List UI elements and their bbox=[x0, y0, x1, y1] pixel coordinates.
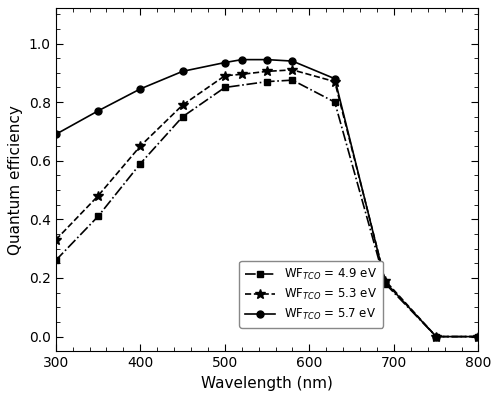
X-axis label: Wavelength (nm): Wavelength (nm) bbox=[201, 376, 333, 391]
WF$_{TCO}$ = 5.7 eV bbox=[382, 280, 388, 285]
WF$_{TCO}$ = 4.9 eV bbox=[476, 334, 482, 339]
WF$_{TCO}$ = 4.9 eV bbox=[53, 258, 59, 263]
WF$_{TCO}$ = 4.9 eV bbox=[138, 161, 143, 166]
WF$_{TCO}$ = 4.9 eV bbox=[433, 334, 439, 339]
Legend: WF$_{TCO}$ = 4.9 eV, WF$_{TCO}$ = 5.3 eV, WF$_{TCO}$ = 5.7 eV: WF$_{TCO}$ = 4.9 eV, WF$_{TCO}$ = 5.3 eV… bbox=[239, 261, 383, 328]
WF$_{TCO}$ = 5.3 eV bbox=[222, 73, 228, 78]
WF$_{TCO}$ = 5.3 eV bbox=[264, 69, 270, 74]
WF$_{TCO}$ = 5.3 eV bbox=[382, 279, 388, 283]
Line: WF$_{TCO}$ = 4.9 eV: WF$_{TCO}$ = 4.9 eV bbox=[52, 77, 482, 340]
WF$_{TCO}$ = 4.9 eV bbox=[382, 281, 388, 286]
WF$_{TCO}$ = 5.7 eV bbox=[239, 57, 245, 62]
WF$_{TCO}$ = 5.3 eV bbox=[180, 103, 186, 107]
Line: WF$_{TCO}$ = 5.3 eV: WF$_{TCO}$ = 5.3 eV bbox=[51, 65, 484, 342]
WF$_{TCO}$ = 5.3 eV bbox=[138, 144, 143, 148]
WF$_{TCO}$ = 4.9 eV bbox=[332, 100, 338, 105]
WF$_{TCO}$ = 5.7 eV bbox=[222, 60, 228, 65]
WF$_{TCO}$ = 4.9 eV bbox=[95, 214, 101, 219]
WF$_{TCO}$ = 5.7 eV bbox=[476, 334, 482, 339]
Y-axis label: Quantum efficiency: Quantum efficiency bbox=[8, 105, 24, 255]
WF$_{TCO}$ = 5.7 eV bbox=[332, 76, 338, 81]
WF$_{TCO}$ = 4.9 eV bbox=[290, 78, 296, 83]
WF$_{TCO}$ = 5.7 eV bbox=[53, 132, 59, 137]
WF$_{TCO}$ = 5.3 eV bbox=[53, 237, 59, 242]
Line: WF$_{TCO}$ = 5.7 eV: WF$_{TCO}$ = 5.7 eV bbox=[52, 56, 482, 340]
WF$_{TCO}$ = 5.3 eV bbox=[476, 334, 482, 339]
WF$_{TCO}$ = 5.3 eV bbox=[433, 334, 439, 339]
WF$_{TCO}$ = 5.7 eV bbox=[290, 59, 296, 63]
WF$_{TCO}$ = 5.3 eV bbox=[239, 72, 245, 77]
WF$_{TCO}$ = 5.3 eV bbox=[290, 67, 296, 72]
WF$_{TCO}$ = 5.3 eV bbox=[95, 194, 101, 198]
WF$_{TCO}$ = 5.7 eV bbox=[433, 334, 439, 339]
WF$_{TCO}$ = 5.7 eV bbox=[138, 87, 143, 91]
WF$_{TCO}$ = 5.7 eV bbox=[264, 57, 270, 62]
WF$_{TCO}$ = 5.3 eV bbox=[332, 79, 338, 84]
WF$_{TCO}$ = 4.9 eV bbox=[180, 115, 186, 119]
WF$_{TCO}$ = 4.9 eV bbox=[222, 85, 228, 90]
WF$_{TCO}$ = 5.7 eV bbox=[95, 109, 101, 113]
WF$_{TCO}$ = 4.9 eV bbox=[264, 79, 270, 84]
WF$_{TCO}$ = 5.7 eV bbox=[180, 69, 186, 74]
